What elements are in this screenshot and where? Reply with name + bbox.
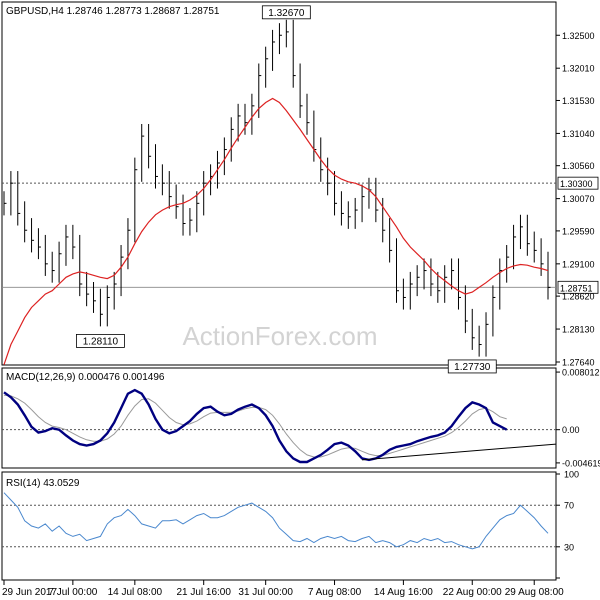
price-y-tick-label: 1.28620 [562, 292, 595, 302]
x-tick-label: 29 Jun 2017 [2, 587, 57, 598]
resistance-label-box [557, 176, 599, 190]
annotation-box [261, 5, 311, 20]
macd-y-tick-label: 0.00 [562, 425, 580, 435]
x-tick-label: 29 Aug 08:00 [505, 587, 564, 598]
rsi-y-tick-label: 30 [564, 542, 574, 552]
rsi-panel-frame [1, 471, 557, 581]
price-y-tick-label: 1.31040 [562, 129, 595, 139]
macd-panel-frame [1, 367, 557, 469]
rsi-y-tick-label: 100 [564, 470, 579, 480]
x-tick-label: 7 Jul 00:00 [48, 587, 97, 598]
rsi-layer [2, 492, 556, 550]
macd-line [3, 388, 508, 464]
resistance-label: 1.30300 [560, 179, 593, 189]
price-title: GBPUSD,H4 1.28746 1.28773 1.28687 1.2875… [6, 6, 220, 17]
price-layer: 1.32670 1.28110 1.27730 [2, 5, 556, 374]
price-y-tick-label: 1.32010 [562, 64, 595, 74]
rsi-title: RSI(14) 43.0529 [6, 478, 80, 489]
price-y-tick-label: 1.27640 [562, 358, 595, 368]
axis-layer: 1.32500 1.32010 1.31530 1.31040 1.30560 1.300… [2, 31, 600, 598]
annotation-label: 1.28110 [83, 336, 119, 347]
price-y-tick-label: 1.30070 [562, 194, 595, 204]
price-y-tick-label: 1.31530 [562, 96, 595, 106]
x-tick-label: 14 Aug 16:00 [374, 587, 433, 598]
rsi-line [3, 492, 549, 550]
x-tick-label: 14 Jul 08:00 [108, 587, 163, 598]
x-tick-label: 21 Jul 16:00 [176, 587, 231, 598]
annotation-box [76, 334, 125, 348]
macd-title: MACD(12,26,9) 0.000476 0.001496 [6, 372, 165, 383]
annotation-label: 1.32670 [268, 8, 305, 19]
rsi-y-tick-label: 70 [564, 501, 574, 511]
price-y-tick-label: 1.29590 [562, 226, 595, 236]
x-tick-label: 7 Aug 08:00 [308, 587, 362, 598]
annotation-label: 1.27730 [454, 362, 491, 373]
annotation-box [447, 359, 497, 374]
price-y-tick-label: 1.30560 [562, 161, 595, 171]
macd-signal-line [3, 394, 507, 458]
last-price-label-box [557, 280, 599, 294]
macd-y-tick-label: 0.008012 [562, 368, 600, 378]
price-y-tick-label: 1.28130 [562, 325, 595, 335]
last-price-label: 1.28751 [560, 283, 593, 293]
price-y-tick-label: 1.32500 [562, 31, 595, 41]
x-tick-label: 31 Jul 00:00 [238, 587, 293, 598]
macd-layer [2, 388, 557, 464]
macd-trendline [362, 443, 557, 461]
price-y-tick-label: 1.29100 [562, 259, 595, 269]
macd-y-tick-label: -0.004619 [562, 458, 600, 468]
x-tick-label: 22 Aug 00:00 [443, 587, 502, 598]
watermark: ActionForex.com [182, 321, 377, 351]
moving-average-line [3, 97, 549, 365]
